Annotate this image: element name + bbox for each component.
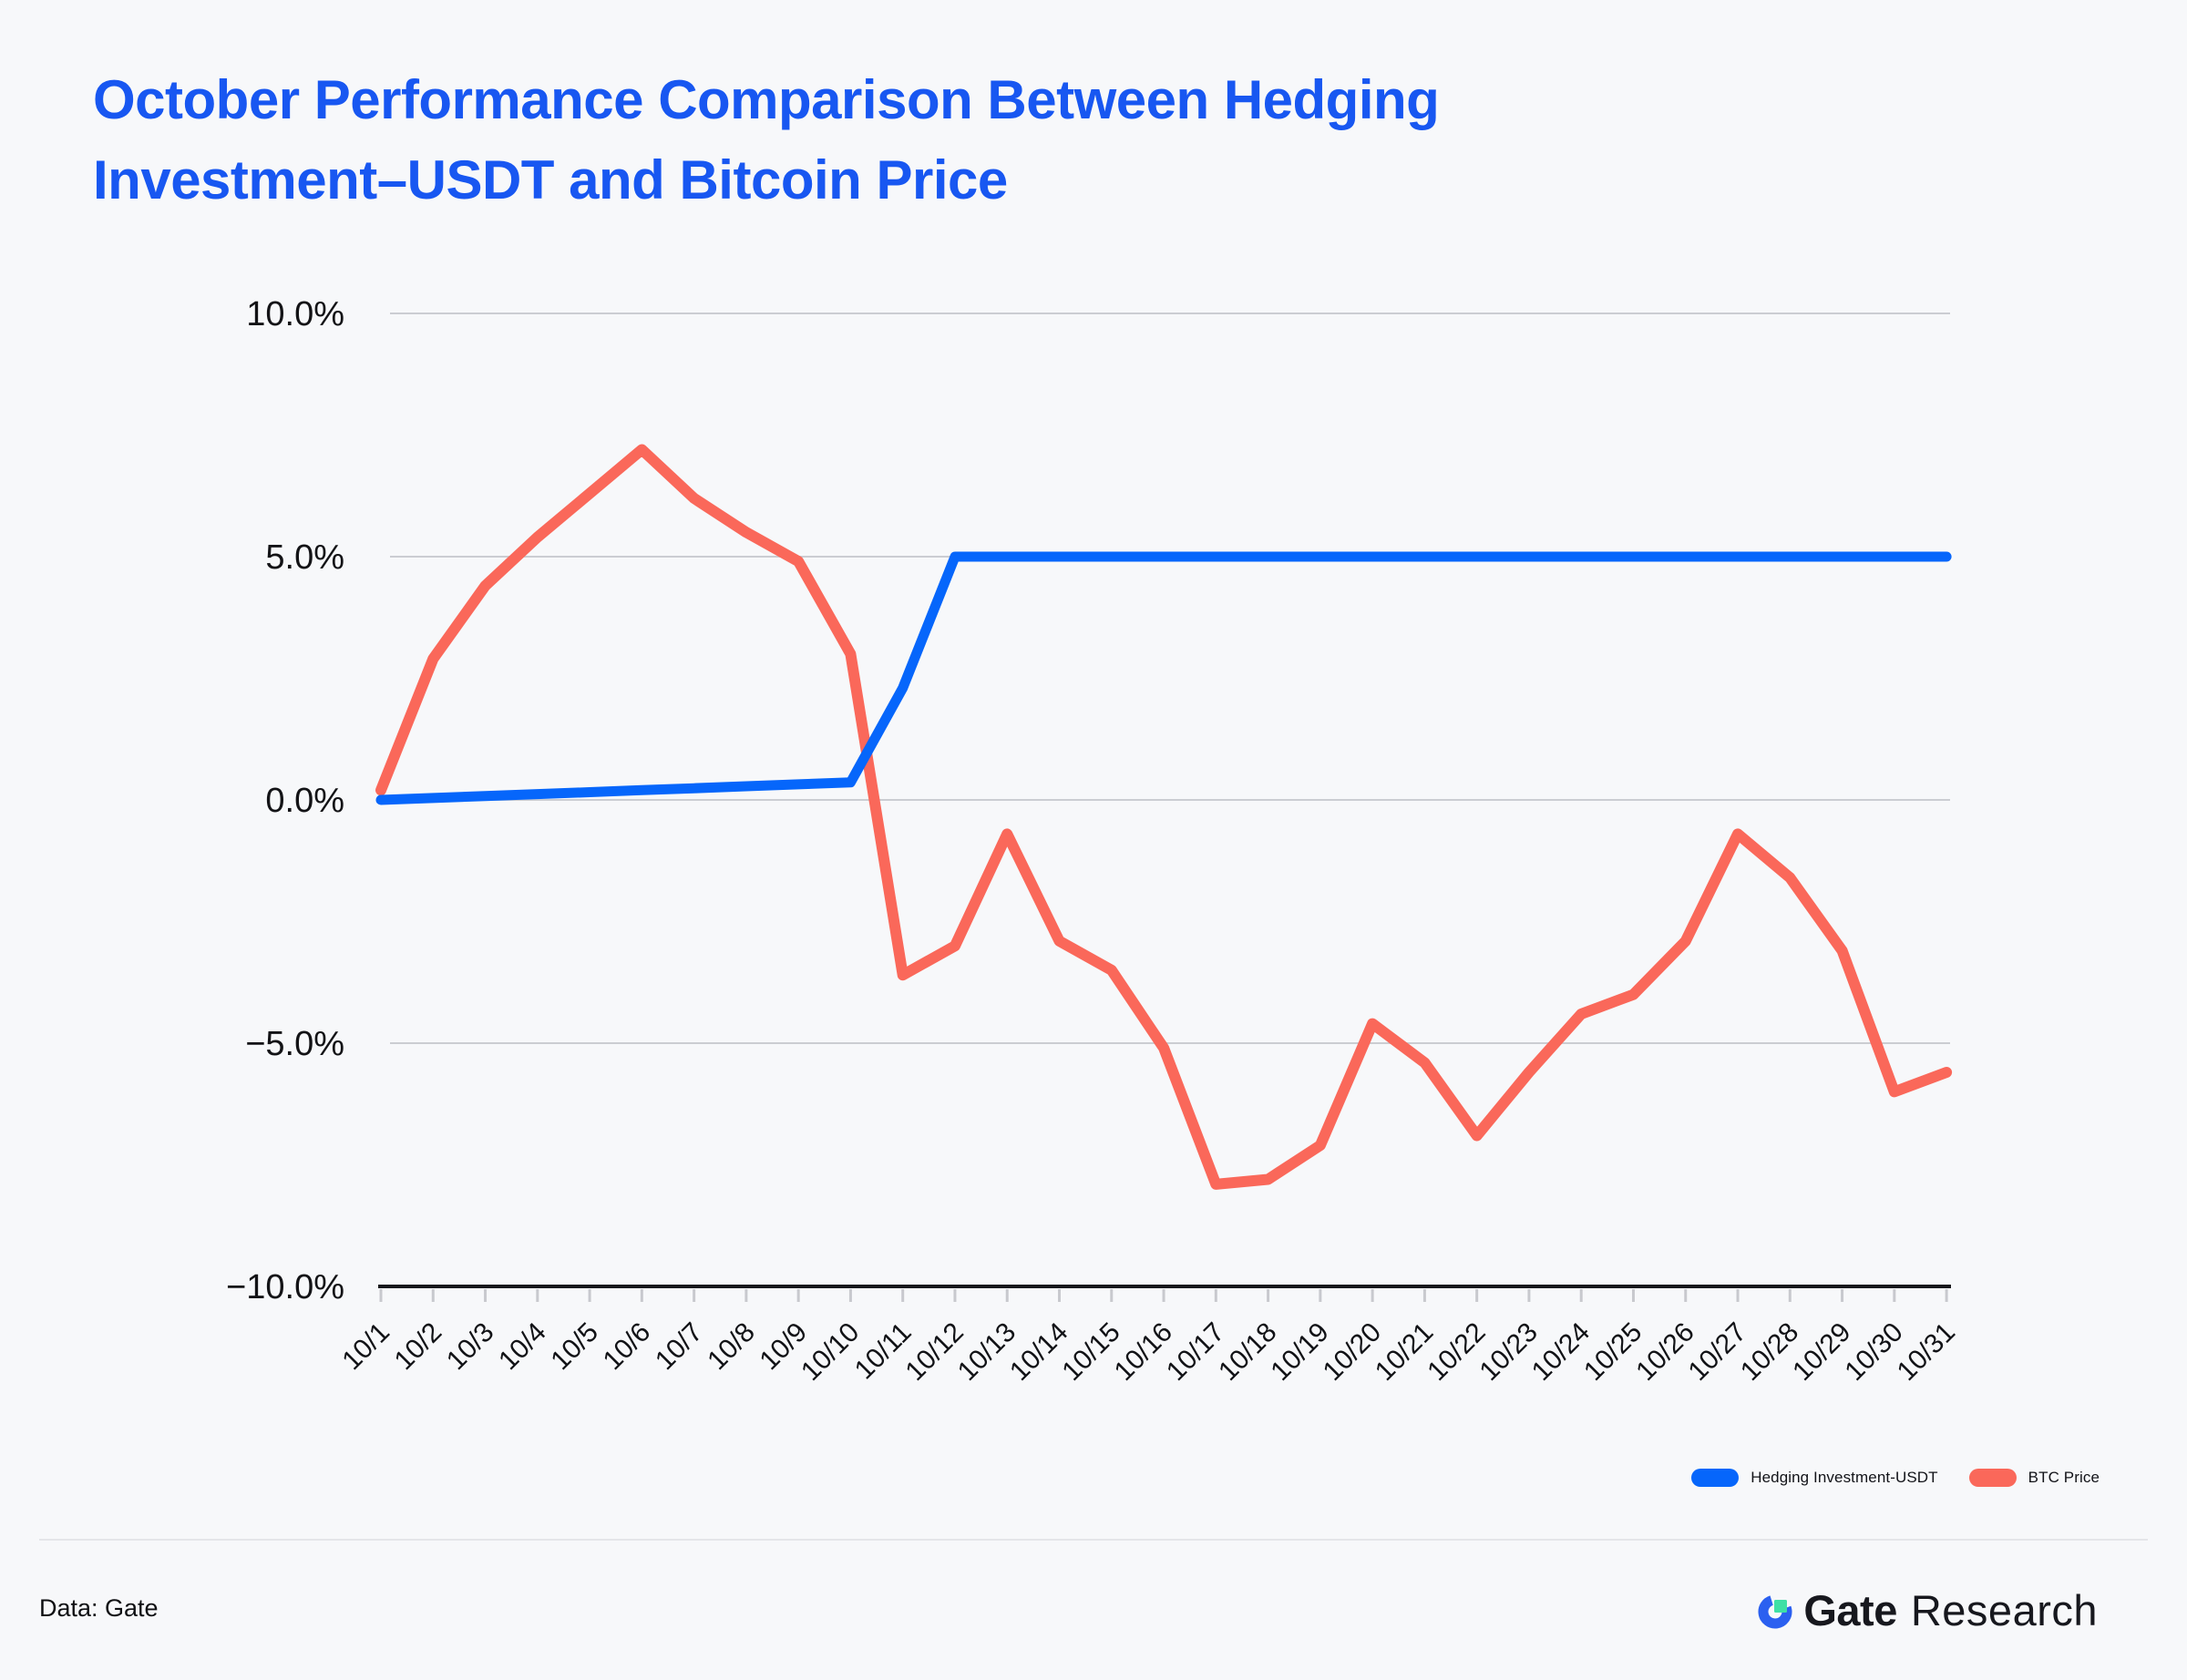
- x-axis-tick-label: 10/16: [1109, 1317, 1178, 1387]
- x-axis-tick-label: 10/11: [849, 1317, 918, 1386]
- x-axis-tick-label: 10/26: [1630, 1317, 1699, 1387]
- page-title: October Performance Comparison Between H…: [93, 60, 1460, 220]
- x-axis-tick-label: 10/28: [1735, 1317, 1804, 1387]
- x-axis-tick-label: 10/14: [1004, 1317, 1073, 1387]
- x-axis-tick-label: 10/7: [650, 1317, 709, 1377]
- y-axis-tick-label: 0.0%: [265, 782, 344, 820]
- x-axis-tick-label: 10/24: [1526, 1317, 1596, 1387]
- legend-swatch: [1691, 1469, 1740, 1487]
- footer-divider: [39, 1539, 2148, 1541]
- x-axis-tick-label: 10/2: [389, 1317, 448, 1377]
- brand-research-text: Research: [1910, 1586, 2098, 1634]
- x-axis-tick-label: 10/10: [796, 1317, 865, 1387]
- x-axis-tick-label: 10/5: [545, 1317, 604, 1377]
- x-axis-tick-label: 10/19: [1265, 1317, 1334, 1387]
- legend-label: BTC Price: [2028, 1469, 2100, 1486]
- x-axis-tick-label: 10/3: [441, 1317, 500, 1377]
- legend-item: BTC Price: [1968, 1469, 2100, 1487]
- x-axis-tick-label: 10/29: [1787, 1317, 1856, 1387]
- series-lines: [375, 444, 1953, 1190]
- x-axis-tick-label: 10/13: [952, 1317, 1022, 1387]
- x-axis-tick-label: 10/20: [1318, 1317, 1387, 1387]
- page-title-line2: Investment–USDT and Bitcoin Price: [93, 149, 1008, 210]
- gate-research-logo: Gate Research: [1757, 1585, 2098, 1635]
- brand-gate-text: Gate: [1803, 1586, 1897, 1634]
- x-axis-tick-label: 10/21: [1370, 1317, 1439, 1387]
- y-axis-labels: 10.0% 5.0% 0.0% −5.0% −10.0%: [226, 295, 344, 1306]
- x-axis-labels: 10/110/210/310/410/510/610/710/810/910/1…: [336, 1317, 1961, 1387]
- x-axis-tick-label: 10/12: [899, 1317, 969, 1387]
- data-source-label: Data: Gate: [39, 1594, 159, 1622]
- page-title-line1: October Performance Comparison Between H…: [93, 69, 1440, 130]
- legend: Hedging Investment-USDT BTC Price: [1691, 1469, 2100, 1487]
- x-axis-tick-label: 10/6: [598, 1317, 657, 1377]
- gate-logo-green-square: [1774, 1599, 1788, 1613]
- x-axis-tick-label: 10/23: [1473, 1317, 1543, 1387]
- btc-price-line: [375, 444, 1953, 1190]
- gridlines: [390, 312, 1950, 1044]
- x-axis-tick-label: 10/1: [336, 1317, 395, 1377]
- x-axis-tick-label: 10/31: [1892, 1317, 1961, 1387]
- legend-swatch: [1968, 1469, 2017, 1487]
- x-axis-tick-label: 10/4: [493, 1317, 552, 1377]
- x-axis-tick-label: 10/17: [1161, 1317, 1230, 1387]
- y-axis-tick-label: −10.0%: [226, 1268, 344, 1306]
- gate-logo-icon: [1758, 1594, 1792, 1628]
- x-axis-tick-label: 10/27: [1683, 1317, 1752, 1387]
- x-axis-tick-label: 10/15: [1056, 1317, 1125, 1387]
- x-axis-tick-label: 10/8: [702, 1317, 761, 1377]
- x-axis: [378, 1285, 1951, 1302]
- legend-item: Hedging Investment-USDT: [1691, 1469, 1938, 1487]
- y-axis-tick-label: 10.0%: [246, 295, 344, 333]
- x-axis-tick-label: 10/30: [1839, 1317, 1908, 1387]
- x-axis-tick-label: 10/25: [1578, 1317, 1648, 1387]
- x-axis-tick-label: 10/22: [1422, 1317, 1491, 1387]
- y-axis-tick-label: −5.0%: [245, 1025, 344, 1063]
- y-axis-tick-label: 5.0%: [265, 538, 344, 577]
- x-axis-tick-label: 10/18: [1213, 1317, 1282, 1387]
- hedging-usdt-line: [375, 551, 1952, 805]
- legend-label: Hedging Investment-USDT: [1751, 1469, 1938, 1486]
